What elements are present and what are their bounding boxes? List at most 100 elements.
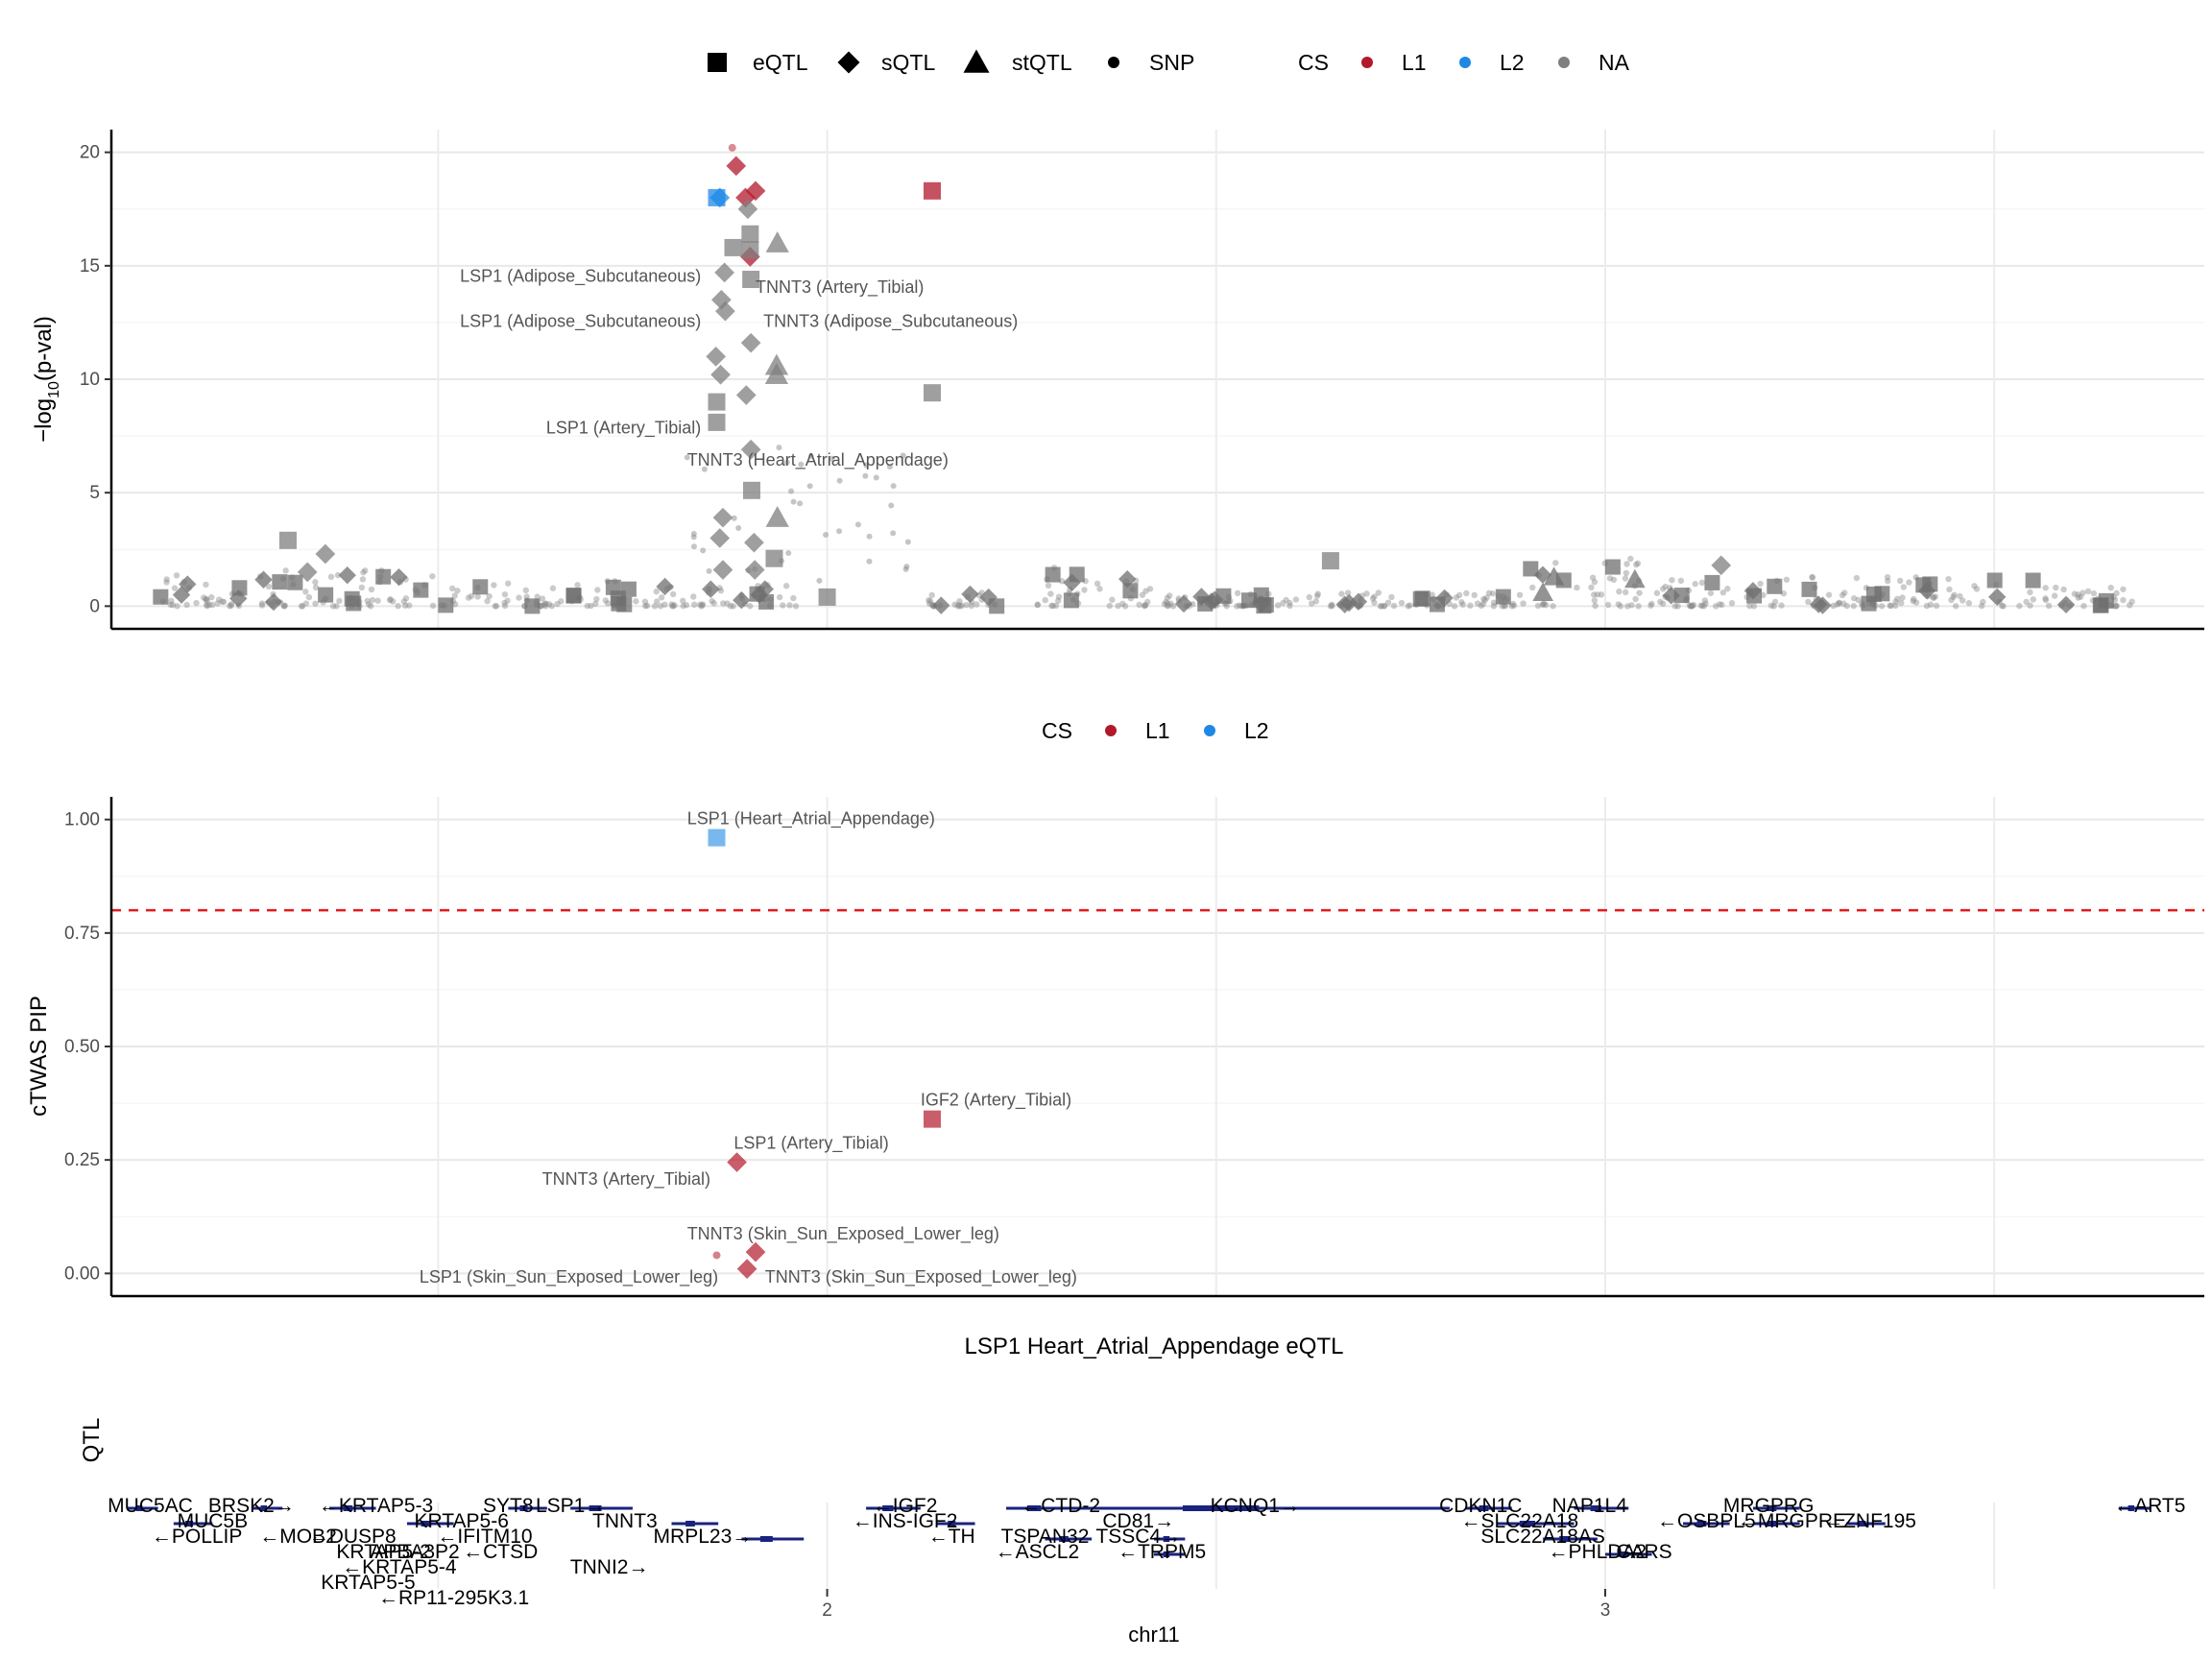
snp-point [699, 601, 707, 608]
top-y-tick-label: 0 [89, 596, 100, 616]
snp-point [448, 585, 456, 592]
qtl-background-point [733, 590, 751, 610]
snp-point [208, 601, 216, 609]
snp-point [1451, 603, 1458, 610]
snp-point [1483, 594, 1490, 601]
middle-legend: CS L1 L2 [1042, 718, 1269, 743]
snp-point [1834, 601, 1840, 608]
qtl-background-point [1197, 595, 1214, 612]
snp-point [1841, 589, 1848, 596]
gene-label: ←IGF2 [873, 1495, 938, 1517]
snp-point [642, 602, 649, 610]
snp-point [1539, 601, 1547, 608]
snp-point [668, 601, 675, 608]
snp-point [816, 577, 823, 584]
gene-label: KRTAP5-5 [321, 1572, 415, 1594]
snp-point [360, 569, 367, 576]
snp-point [1161, 601, 1168, 608]
snp-point [1236, 602, 1243, 609]
snp-point [389, 598, 397, 605]
snp-point [1034, 601, 1041, 609]
snp-point [1701, 597, 1709, 604]
qtl-background-point [1174, 594, 1193, 613]
qtl-background-point [438, 597, 454, 613]
gene-exon [2128, 1505, 2135, 1511]
gene-label: KRTAP5-6 [414, 1510, 508, 1532]
snp-point [1688, 603, 1695, 610]
qtl-point [923, 181, 941, 200]
snp-point [900, 452, 906, 459]
pip-point [923, 1110, 941, 1128]
snp-point [2045, 602, 2053, 610]
snp-point [1840, 600, 1847, 607]
snp-point [1458, 599, 1465, 606]
snp-point [1836, 600, 1843, 607]
snp-point [680, 602, 686, 610]
snp-point [1604, 601, 1612, 609]
snp-point [359, 576, 367, 583]
snp-point [1686, 602, 1694, 609]
legend-cs-label: L1 [1402, 50, 1427, 75]
snp-point [1169, 603, 1177, 610]
snp-point [1671, 603, 1679, 610]
gene-label: NAP1L4 [1552, 1495, 1628, 1517]
qtl-background-point [1523, 561, 1539, 577]
snp-point [1096, 586, 1103, 592]
snp-point [709, 597, 715, 605]
snp-point [539, 595, 546, 602]
snp-point [492, 603, 498, 610]
qtl-background-point [756, 580, 774, 598]
qtl-background-point [961, 585, 979, 604]
snp-point [710, 600, 717, 607]
snp-point [1887, 602, 1893, 610]
legend-cs-label: L2 [1500, 50, 1525, 75]
snp-point [1529, 584, 1536, 591]
snp-point [1700, 603, 1708, 610]
snp-point [731, 515, 737, 521]
snp-point [1312, 598, 1320, 605]
snp-point [1669, 576, 1675, 584]
snp-point [205, 601, 213, 609]
snp-point [541, 600, 549, 607]
qtl-point [715, 301, 735, 322]
snp-point [204, 597, 210, 605]
legend-cs-dot [1105, 725, 1117, 736]
snp-point [1146, 586, 1154, 592]
snp-point [658, 594, 665, 601]
snp-point [1490, 599, 1498, 606]
snp-point [854, 521, 861, 528]
snp-point [706, 567, 712, 574]
snp-point [2027, 589, 2033, 596]
snp-point [1520, 600, 1527, 607]
point-annotation-label: TNNT3 (Heart_Atrial_Appendage) [687, 450, 949, 470]
snp-point [1636, 589, 1643, 596]
snp-point [1591, 591, 1598, 598]
top-points [278, 143, 1732, 606]
qtl-background-point [287, 574, 303, 590]
snp-point [1223, 603, 1230, 610]
snp-point [1471, 591, 1478, 599]
snp-point [735, 524, 742, 531]
snp-point [2060, 586, 2067, 593]
snp-point [604, 600, 612, 607]
qtl-point [742, 271, 760, 288]
snp-point [790, 498, 797, 505]
qtl-point [735, 385, 757, 405]
gene-exon [1182, 1505, 1260, 1511]
snp-point [780, 602, 786, 609]
snp-point [2023, 598, 2030, 606]
snp-point [958, 602, 966, 609]
snp-point [554, 600, 561, 608]
snp-point [2071, 590, 2079, 597]
pip-annotation-label: IGF2 (Artery_Tibial) [921, 1090, 1071, 1110]
snp-point [1750, 603, 1758, 610]
snp-point [1381, 602, 1387, 610]
gene-label: MRPL23→ [654, 1526, 753, 1548]
snp-point [1951, 591, 1958, 598]
middle-y-tick-label: 0.00 [64, 1263, 100, 1284]
qtl-background-point [338, 565, 356, 585]
qtl-background-point [1045, 566, 1061, 583]
qtl-point [711, 289, 732, 310]
snp-point [1390, 602, 1398, 610]
snp-point [548, 603, 555, 610]
